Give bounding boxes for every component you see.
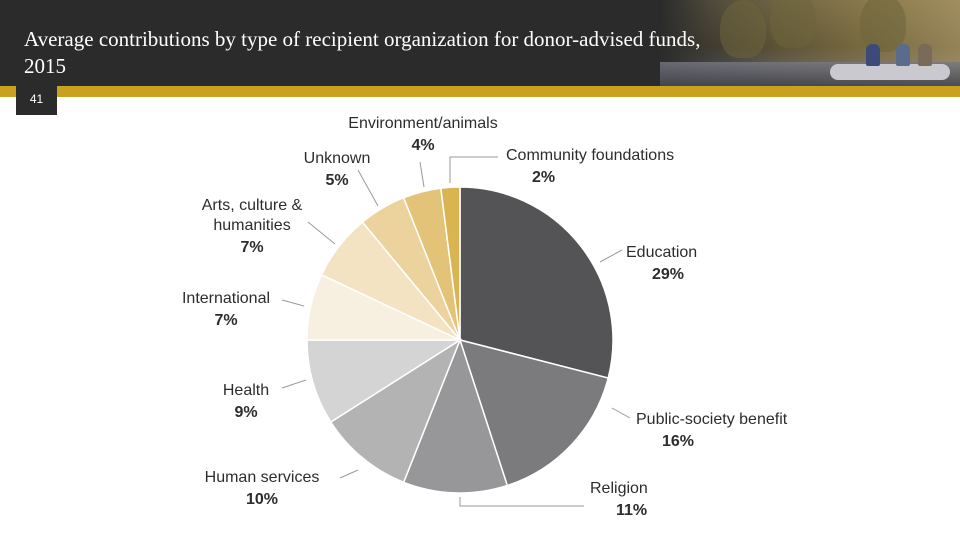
pie-slices <box>306 186 614 494</box>
slice-percent-label: 9% <box>234 404 257 421</box>
pie-slice-education <box>459 186 614 379</box>
accent-bar <box>0 86 960 97</box>
slice-label: Environment/animals <box>348 115 497 132</box>
leader-line <box>449 156 498 183</box>
slice-percent-label: 29% <box>652 266 684 283</box>
slice-label: Public-society benefit <box>636 411 788 428</box>
slice-label: Human services <box>205 469 320 486</box>
leader-line <box>281 299 305 307</box>
slice-percent-label: 10% <box>246 491 278 508</box>
leader-line <box>339 469 359 479</box>
pie-slice-community-foundations <box>439 186 461 341</box>
raft-shape <box>830 64 950 80</box>
tree-shape <box>860 0 906 52</box>
person-figure <box>918 44 932 66</box>
slice-labels: Education 29% Public-society benefit 16% Rel… <box>182 115 788 519</box>
person-figure <box>896 44 910 66</box>
leader-line <box>357 169 379 207</box>
slice-label: Unknown <box>304 150 371 167</box>
person-figure <box>866 44 880 66</box>
slice-label: Health <box>223 382 269 399</box>
tree-shape <box>770 0 816 48</box>
slice-percent-label: 7% <box>240 239 263 256</box>
slice-label: Arts, culture & humanities <box>202 197 303 234</box>
leader-line <box>459 497 584 507</box>
slice-percent-label: 7% <box>214 312 237 329</box>
slice-percent-label: 2% <box>532 169 555 186</box>
pie-slice-religion <box>402 337 509 494</box>
leader-line <box>281 379 307 389</box>
slide-title: Average contributions by type of recipie… <box>24 27 701 78</box>
pie-slice-human-services <box>329 338 462 484</box>
pie-slice-health <box>306 339 463 424</box>
leader-line <box>419 161 425 188</box>
slice-percent-label: 16% <box>662 433 694 450</box>
slice-label: Religion <box>590 480 648 497</box>
slice-percent-label: 4% <box>411 137 434 154</box>
tree-shape <box>720 0 766 58</box>
slice-percent-label: 5% <box>325 172 348 189</box>
leader-lines <box>281 156 631 507</box>
slice-percent-label: 11% <box>616 502 647 519</box>
pie-slice-public-society-benefit <box>458 338 610 487</box>
slide-number: 41 <box>16 86 57 115</box>
slice-label: International <box>182 290 270 307</box>
leader-line <box>611 407 631 419</box>
leader-line <box>599 249 623 263</box>
leader-line <box>307 221 336 245</box>
slice-label: Education <box>626 244 697 261</box>
flood-rescue-photo <box>660 0 960 86</box>
slice-label: Community foundations <box>506 147 674 164</box>
slide-header: Average contributions by type of recipie… <box>0 0 960 86</box>
